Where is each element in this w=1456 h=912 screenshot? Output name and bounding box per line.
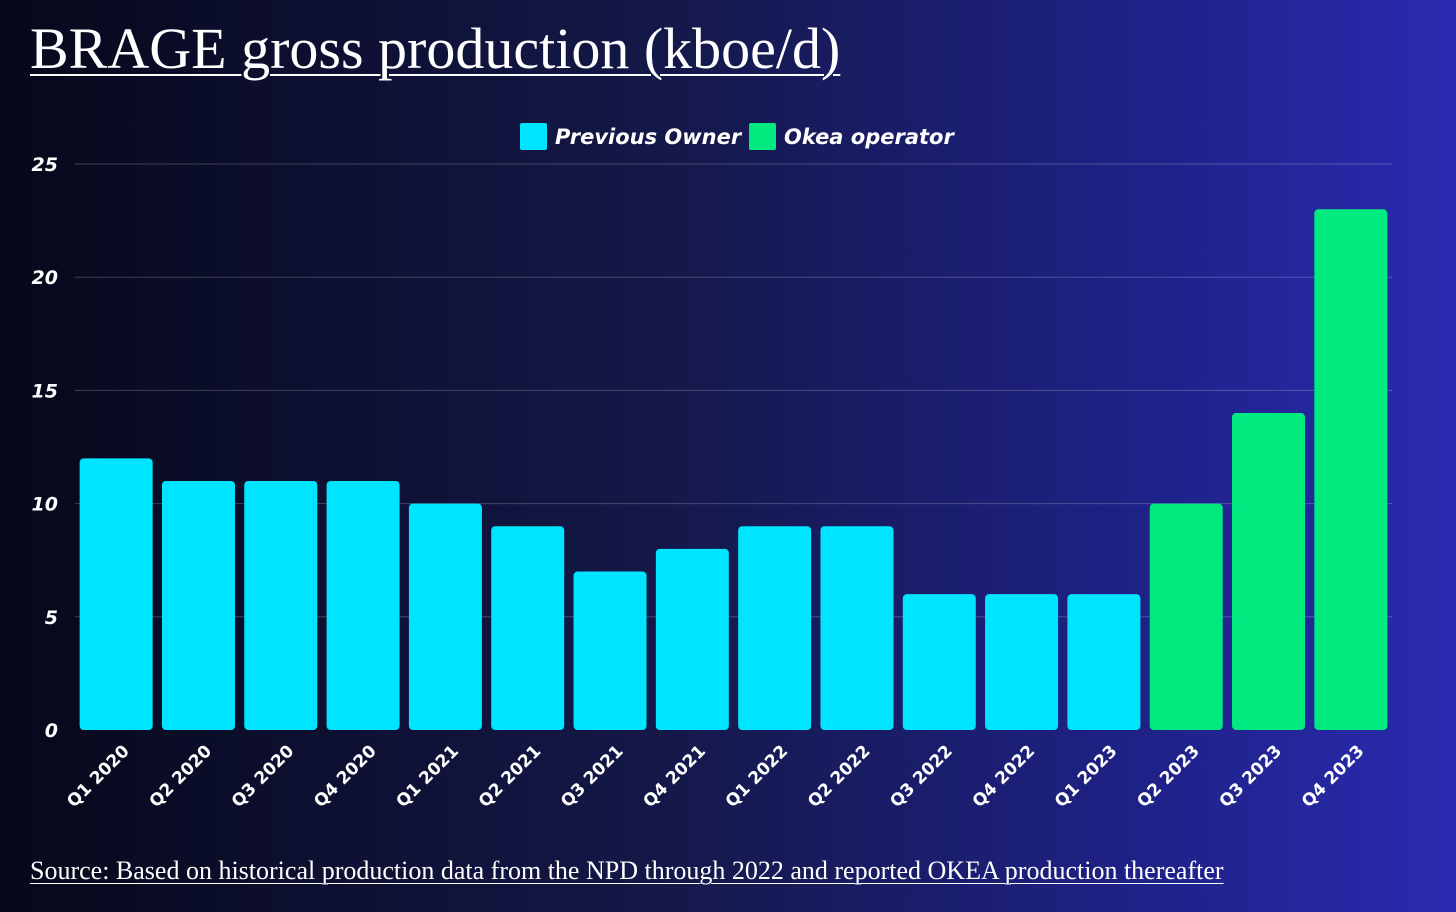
legend: Previous Owner Okea operator <box>520 123 955 150</box>
y-axis: 0 5 10 15 20 25 <box>32 154 58 742</box>
bar-q1-2023 <box>1067 594 1141 730</box>
bar-q2-2021 <box>491 526 565 730</box>
bar-q3-2023 <box>1232 413 1306 730</box>
legend-swatch <box>520 123 547 150</box>
y-tick-label: 10 <box>32 494 58 516</box>
x-tick-label: Q1 2020 <box>63 741 133 811</box>
bar-q4-2021 <box>655 548 729 730</box>
x-tick-label: Q4 2021 <box>640 741 710 811</box>
bar-q3-2020 <box>244 480 318 730</box>
x-tick-label: Q1 2023 <box>1051 741 1121 811</box>
x-tick-label: Q3 2020 <box>228 741 298 811</box>
x-tick-label: Q3 2021 <box>557 741 627 811</box>
legend-label: Previous Owner <box>555 125 743 149</box>
bars <box>79 209 1388 730</box>
bar-q3-2021 <box>573 571 647 730</box>
legend-label: Okea operator <box>784 125 955 149</box>
bar-q1-2020 <box>79 458 153 730</box>
source-note: Source: Based on historical production d… <box>30 856 1224 885</box>
y-tick-label: 5 <box>45 607 58 629</box>
bar-q1-2022 <box>738 526 812 730</box>
x-tick-label: Q1 2021 <box>393 741 463 811</box>
chart-title: BRAGE gross production (kboe/d) <box>30 16 841 81</box>
bar-q2-2020 <box>161 480 235 730</box>
x-tick-label: Q2 2020 <box>146 741 216 811</box>
bar-q3-2022 <box>902 594 976 730</box>
bar-q4-2020 <box>326 480 400 730</box>
bar-q1-2021 <box>408 503 482 730</box>
y-tick-label: 0 <box>45 720 58 742</box>
x-tick-label: Q2 2022 <box>804 741 874 811</box>
y-tick-label: 25 <box>32 154 58 176</box>
bar-q4-2022 <box>985 594 1059 730</box>
x-tick-label: Q2 2023 <box>1133 741 1203 811</box>
x-tick-label: Q4 2020 <box>310 741 380 811</box>
x-tick-label: Q3 2022 <box>886 741 956 811</box>
bar-q4-2023 <box>1314 209 1388 730</box>
bar-q2-2023 <box>1149 503 1223 730</box>
legend-swatch <box>749 123 776 150</box>
x-tick-label: Q2 2021 <box>475 741 545 811</box>
x-tick-label: Q4 2023 <box>1298 741 1368 811</box>
bar-q2-2022 <box>820 526 894 730</box>
x-tick-label: Q1 2022 <box>722 741 792 811</box>
y-tick-label: 20 <box>32 267 58 289</box>
x-tick-label: Q3 2023 <box>1216 741 1286 811</box>
y-tick-label: 15 <box>32 380 58 402</box>
x-axis: Q1 2020 Q2 2020 Q3 2020 Q4 2020 Q1 2021 Q2 20… <box>63 741 1368 811</box>
x-tick-label: Q4 2022 <box>969 741 1039 811</box>
